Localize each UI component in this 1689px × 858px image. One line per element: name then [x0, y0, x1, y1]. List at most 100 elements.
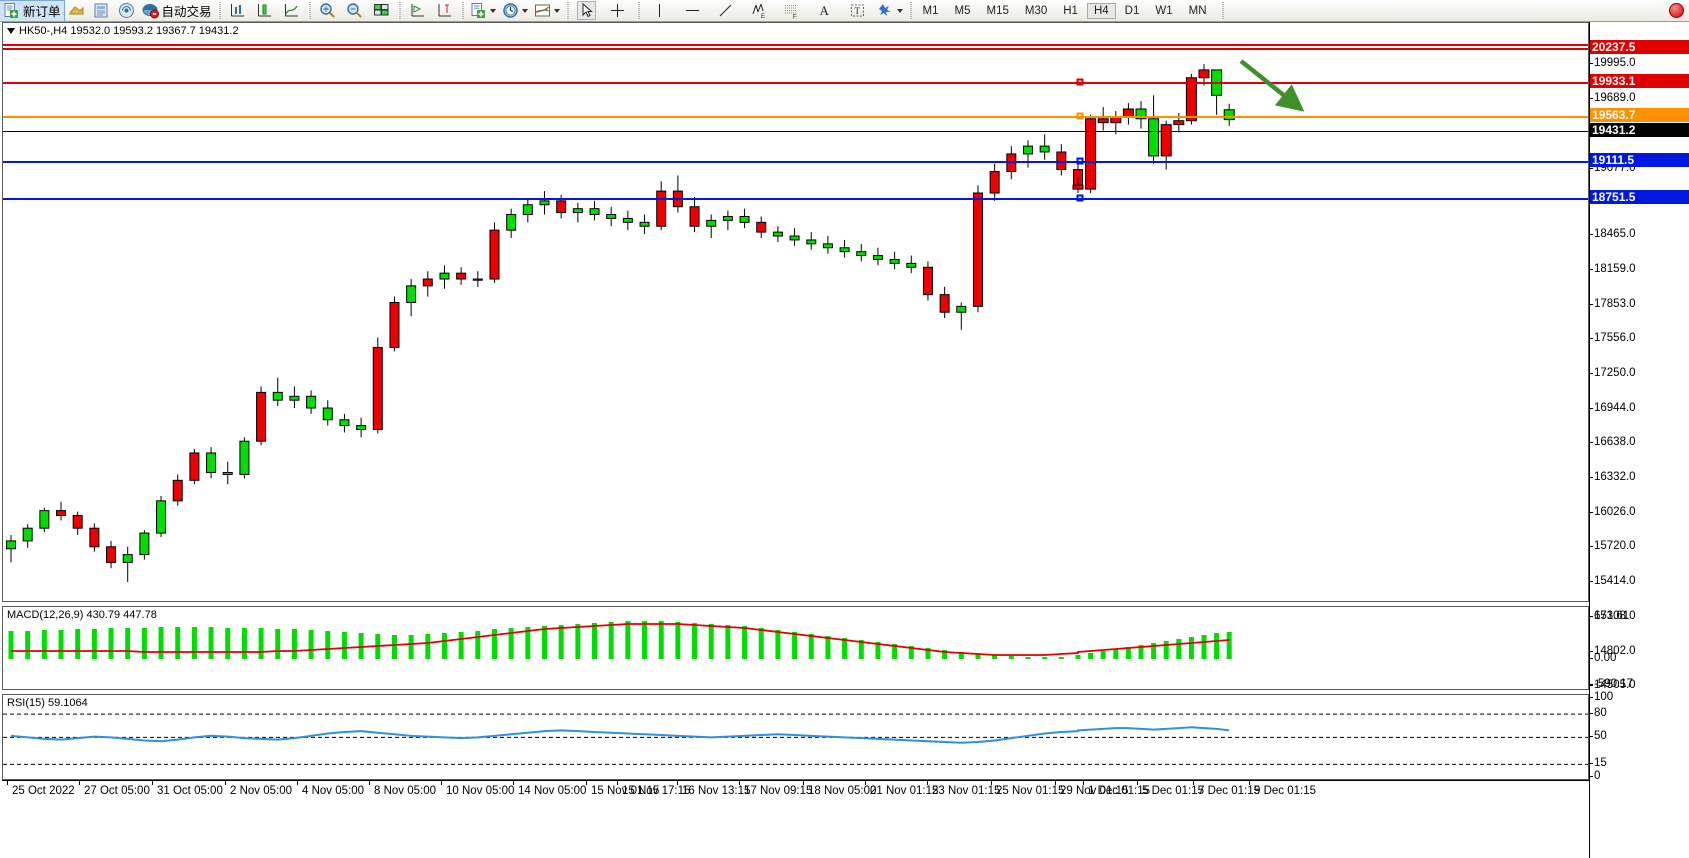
new-order-label: 新订单 — [23, 5, 61, 19]
trendline-icon[interactable] — [717, 2, 734, 19]
chart-symbol-ohlc: HK50-,H4 19532.0 19593.2 19367.7 19431.2 — [19, 25, 239, 37]
shapes-icon — [877, 2, 894, 19]
chart-menu-icon[interactable] — [7, 28, 15, 34]
toolbar-separator-3 — [397, 1, 401, 20]
elliott-wave-icon[interactable]: E — [750, 2, 767, 19]
level-line-support-lower[interactable] — [3, 198, 1588, 200]
price-pane[interactable]: HK50-,H4 19532.0 19593.2 19367.7 19431.2 — [2, 22, 1589, 602]
timeframe-m1[interactable]: M1 — [922, 4, 939, 17]
level-line-resistance-mid[interactable] — [3, 82, 1588, 84]
timeframe-m30[interactable]: M30 — [1024, 4, 1048, 17]
time-tick: 31 Oct 05:00 — [152, 781, 223, 797]
rsi-tick: 15 — [1590, 757, 1607, 770]
time-axis[interactable]: 25 Oct 2022 27 Oct 05:00 31 Oct 05:00 2 Nov… — [2, 780, 1589, 804]
indicator-line-icon — [534, 2, 551, 19]
auto-scroll-icon[interactable] — [436, 2, 453, 19]
shapes-button[interactable] — [874, 1, 906, 21]
price-tag-20237-5[interactable]: 20237.5 — [1590, 40, 1689, 54]
rsi-label: RSI(15) 59.1064 — [7, 697, 88, 709]
toolbar-separator-7 — [908, 1, 912, 20]
chart-workspace: HK50-,H4 19532.0 19593.2 19367.7 19431.2… — [0, 22, 1689, 858]
chevron-down-icon-3[interactable] — [553, 8, 560, 13]
templates-button[interactable] — [467, 1, 499, 21]
signal-icon[interactable] — [118, 2, 135, 19]
navigator-icon[interactable] — [283, 2, 300, 19]
macd-label: MACD(12,26,9) 430.79 447.78 — [7, 609, 157, 621]
price-tick: 16332.0 — [1590, 471, 1636, 483]
chevron-down-icon[interactable] — [489, 8, 496, 13]
timeframe-w1[interactable]: W1 — [1155, 4, 1173, 17]
rsi-pane[interactable]: RSI(15) 59.1064 — [2, 694, 1589, 780]
toolbar-separator-8 — [1220, 1, 1224, 20]
toolbar-separator-2 — [307, 1, 311, 20]
time-tick: 10 Nov 05:00 — [440, 781, 515, 797]
hline-icon[interactable] — [684, 2, 701, 19]
cursor-icon[interactable] — [576, 1, 596, 20]
indicator-list-button[interactable] — [531, 1, 563, 21]
price-tick: 17853.0 — [1590, 298, 1636, 310]
chart-shift-icon[interactable] — [409, 2, 426, 19]
chart-header: HK50-,H4 19532.0 19593.2 19367.7 19431.2 — [7, 25, 239, 37]
level-line-pivot-orange[interactable] — [3, 116, 1588, 118]
price-tag-19431-2[interactable]: 19431.2 — [1590, 123, 1689, 137]
timeframe-d1[interactable]: D1 — [1124, 4, 1140, 17]
zoom-in-icon[interactable] — [319, 2, 336, 19]
auto-trading-icon — [142, 2, 159, 19]
time-tick: 5 Dec 01:15 — [1136, 781, 1205, 797]
level-line-top-band[interactable] — [3, 44, 1588, 46]
price-tag-18751-5[interactable]: 18751.5 — [1590, 190, 1689, 204]
time-tick: 18 Nov 05:00 — [802, 781, 877, 797]
toolbar-separator-6 — [636, 1, 640, 20]
price-tick: 17250.0 — [1590, 367, 1636, 379]
data-window-icon[interactable] — [256, 2, 273, 19]
price-tick: 16944.0 — [1590, 402, 1636, 414]
timeframe-h1[interactable]: H1 — [1063, 4, 1078, 17]
timeframe-h4[interactable]: H4 — [1086, 2, 1116, 19]
time-tick: 9 Dec 01:15 — [1248, 781, 1317, 797]
level-line-current-price[interactable] — [3, 131, 1588, 132]
price-tag-19563-7[interactable]: 19563.7 — [1590, 108, 1689, 122]
bar-chart-icon[interactable] — [68, 2, 85, 19]
period-button[interactable] — [499, 1, 531, 21]
price-tick: 19995.0 — [1590, 57, 1636, 69]
price-tick: 16026.0 — [1590, 506, 1636, 518]
chart-grid-icon[interactable] — [373, 2, 390, 19]
indicators-icon[interactable] — [229, 2, 246, 19]
macd-pane[interactable]: MACD(12,26,9) 430.79 447.78 — [2, 606, 1589, 690]
chevron-down-icon-4[interactable] — [896, 8, 903, 13]
auto-trading-label: 自动交易 — [161, 5, 212, 19]
auto-trading-button[interactable]: 自动交易 — [139, 1, 215, 21]
text-icon[interactable]: A — [816, 2, 833, 19]
clock-icon — [502, 2, 519, 19]
toolbar-separator-5 — [565, 1, 569, 20]
timeframe-m5[interactable]: M5 — [954, 4, 971, 17]
zoom-out-icon[interactable] — [346, 2, 363, 19]
time-tick: 23 Nov 01:15 — [926, 781, 1001, 797]
price-tag-19933-1[interactable]: 19933.1 — [1590, 74, 1689, 88]
rsi-series — [3, 713, 1588, 765]
price-axis[interactable]: 20237.519995.019689.019563.719431.219383… — [1589, 22, 1689, 858]
vline-icon[interactable] — [651, 2, 668, 19]
timeframe-m15[interactable]: M15 — [986, 4, 1009, 17]
price-tag-19111-5[interactable]: 19111.5 — [1590, 153, 1689, 167]
level-line-resistance-top[interactable] — [3, 48, 1588, 50]
time-tick: 1 Dec 01:15 — [1082, 781, 1151, 797]
time-tick: 15 Nov 17:15 — [616, 781, 691, 797]
new-order-button[interactable]: 新订单 — [0, 0, 65, 22]
time-tick: 15 Nov 01:15 — [585, 781, 660, 797]
fibonacci-icon[interactable]: F — [783, 2, 800, 19]
level-line-support-upper[interactable] — [3, 161, 1588, 163]
macd-tick: 0.00 — [1589, 652, 1617, 664]
svg-text:A: A — [819, 3, 829, 18]
toolbar-separator-4 — [460, 1, 464, 20]
time-tick: 21 Nov 01:15 — [864, 781, 939, 797]
text-label-icon[interactable]: T — [849, 2, 866, 19]
timeframe-group: M1 M5 M15 M30 H1 H4 D1 W1 MN — [915, 2, 1215, 19]
news-icon[interactable] — [93, 2, 110, 19]
crosshair-icon[interactable] — [609, 2, 626, 19]
chevron-down-icon-2[interactable] — [521, 8, 528, 13]
macd-series — [8, 621, 1232, 659]
rsi-tick: 80 — [1590, 707, 1607, 720]
timeframe-mn[interactable]: MN — [1188, 4, 1207, 17]
candlestick-series — [6, 64, 1235, 582]
